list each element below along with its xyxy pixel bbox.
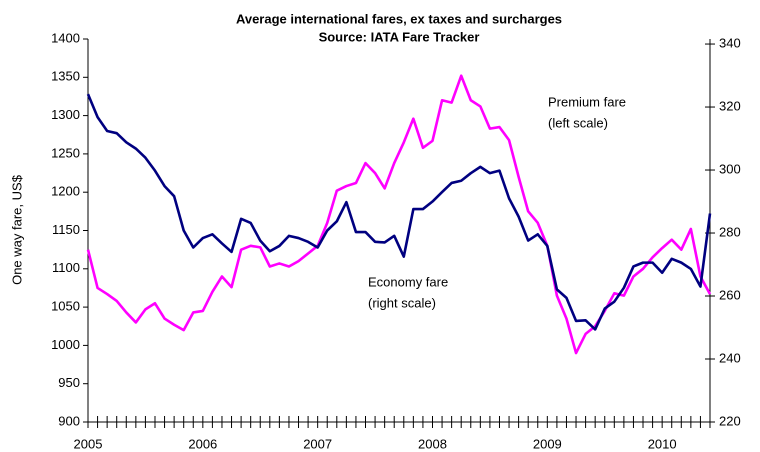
y-tick-label: 1250 — [51, 145, 80, 160]
x-tick-label: 2010 — [648, 436, 677, 451]
annotation: Economy fare — [368, 274, 448, 289]
x-tick-label: 2007 — [303, 436, 332, 451]
annotation: (right scale) — [368, 295, 436, 310]
annotation: (left scale) — [548, 115, 608, 130]
x-tick-label: 2008 — [418, 436, 447, 451]
annotation: Premium fare — [548, 94, 626, 109]
data-line — [86, 93, 712, 331]
y2-tick-label: 220 — [719, 413, 741, 428]
x-tick-label: 2009 — [533, 436, 562, 451]
x-tick-label: 2006 — [188, 436, 217, 451]
y-tick-label: 950 — [58, 375, 80, 390]
y-axis-label: One way fare, US$ — [9, 174, 24, 285]
chart-subtitle: Source: IATA Fare Tracker — [319, 29, 480, 44]
y-tick-label: 1400 — [51, 30, 80, 45]
y2-tick-label: 280 — [719, 224, 741, 239]
x-tick-label: 2005 — [74, 436, 103, 451]
y-tick-label: 1000 — [51, 337, 80, 352]
y2-tick-label: 260 — [719, 287, 741, 302]
y2-tick-label: 240 — [719, 350, 741, 365]
y-tick-label: 1100 — [52, 260, 80, 275]
data-line — [86, 74, 712, 355]
y-tick-label: 1150 — [52, 222, 80, 237]
y-tick-label: 1200 — [51, 184, 80, 199]
chart-title: Average international fares, ex taxes an… — [236, 11, 562, 26]
y2-tick-label: 300 — [719, 161, 741, 176]
y-tick-label: 1300 — [51, 107, 80, 122]
y-tick-label: 1050 — [51, 299, 80, 314]
y2-tick-label: 340 — [719, 35, 741, 50]
y-tick-label: 900 — [58, 413, 80, 428]
y-tick-label: 1350 — [51, 69, 80, 84]
y2-tick-label: 320 — [719, 98, 741, 113]
